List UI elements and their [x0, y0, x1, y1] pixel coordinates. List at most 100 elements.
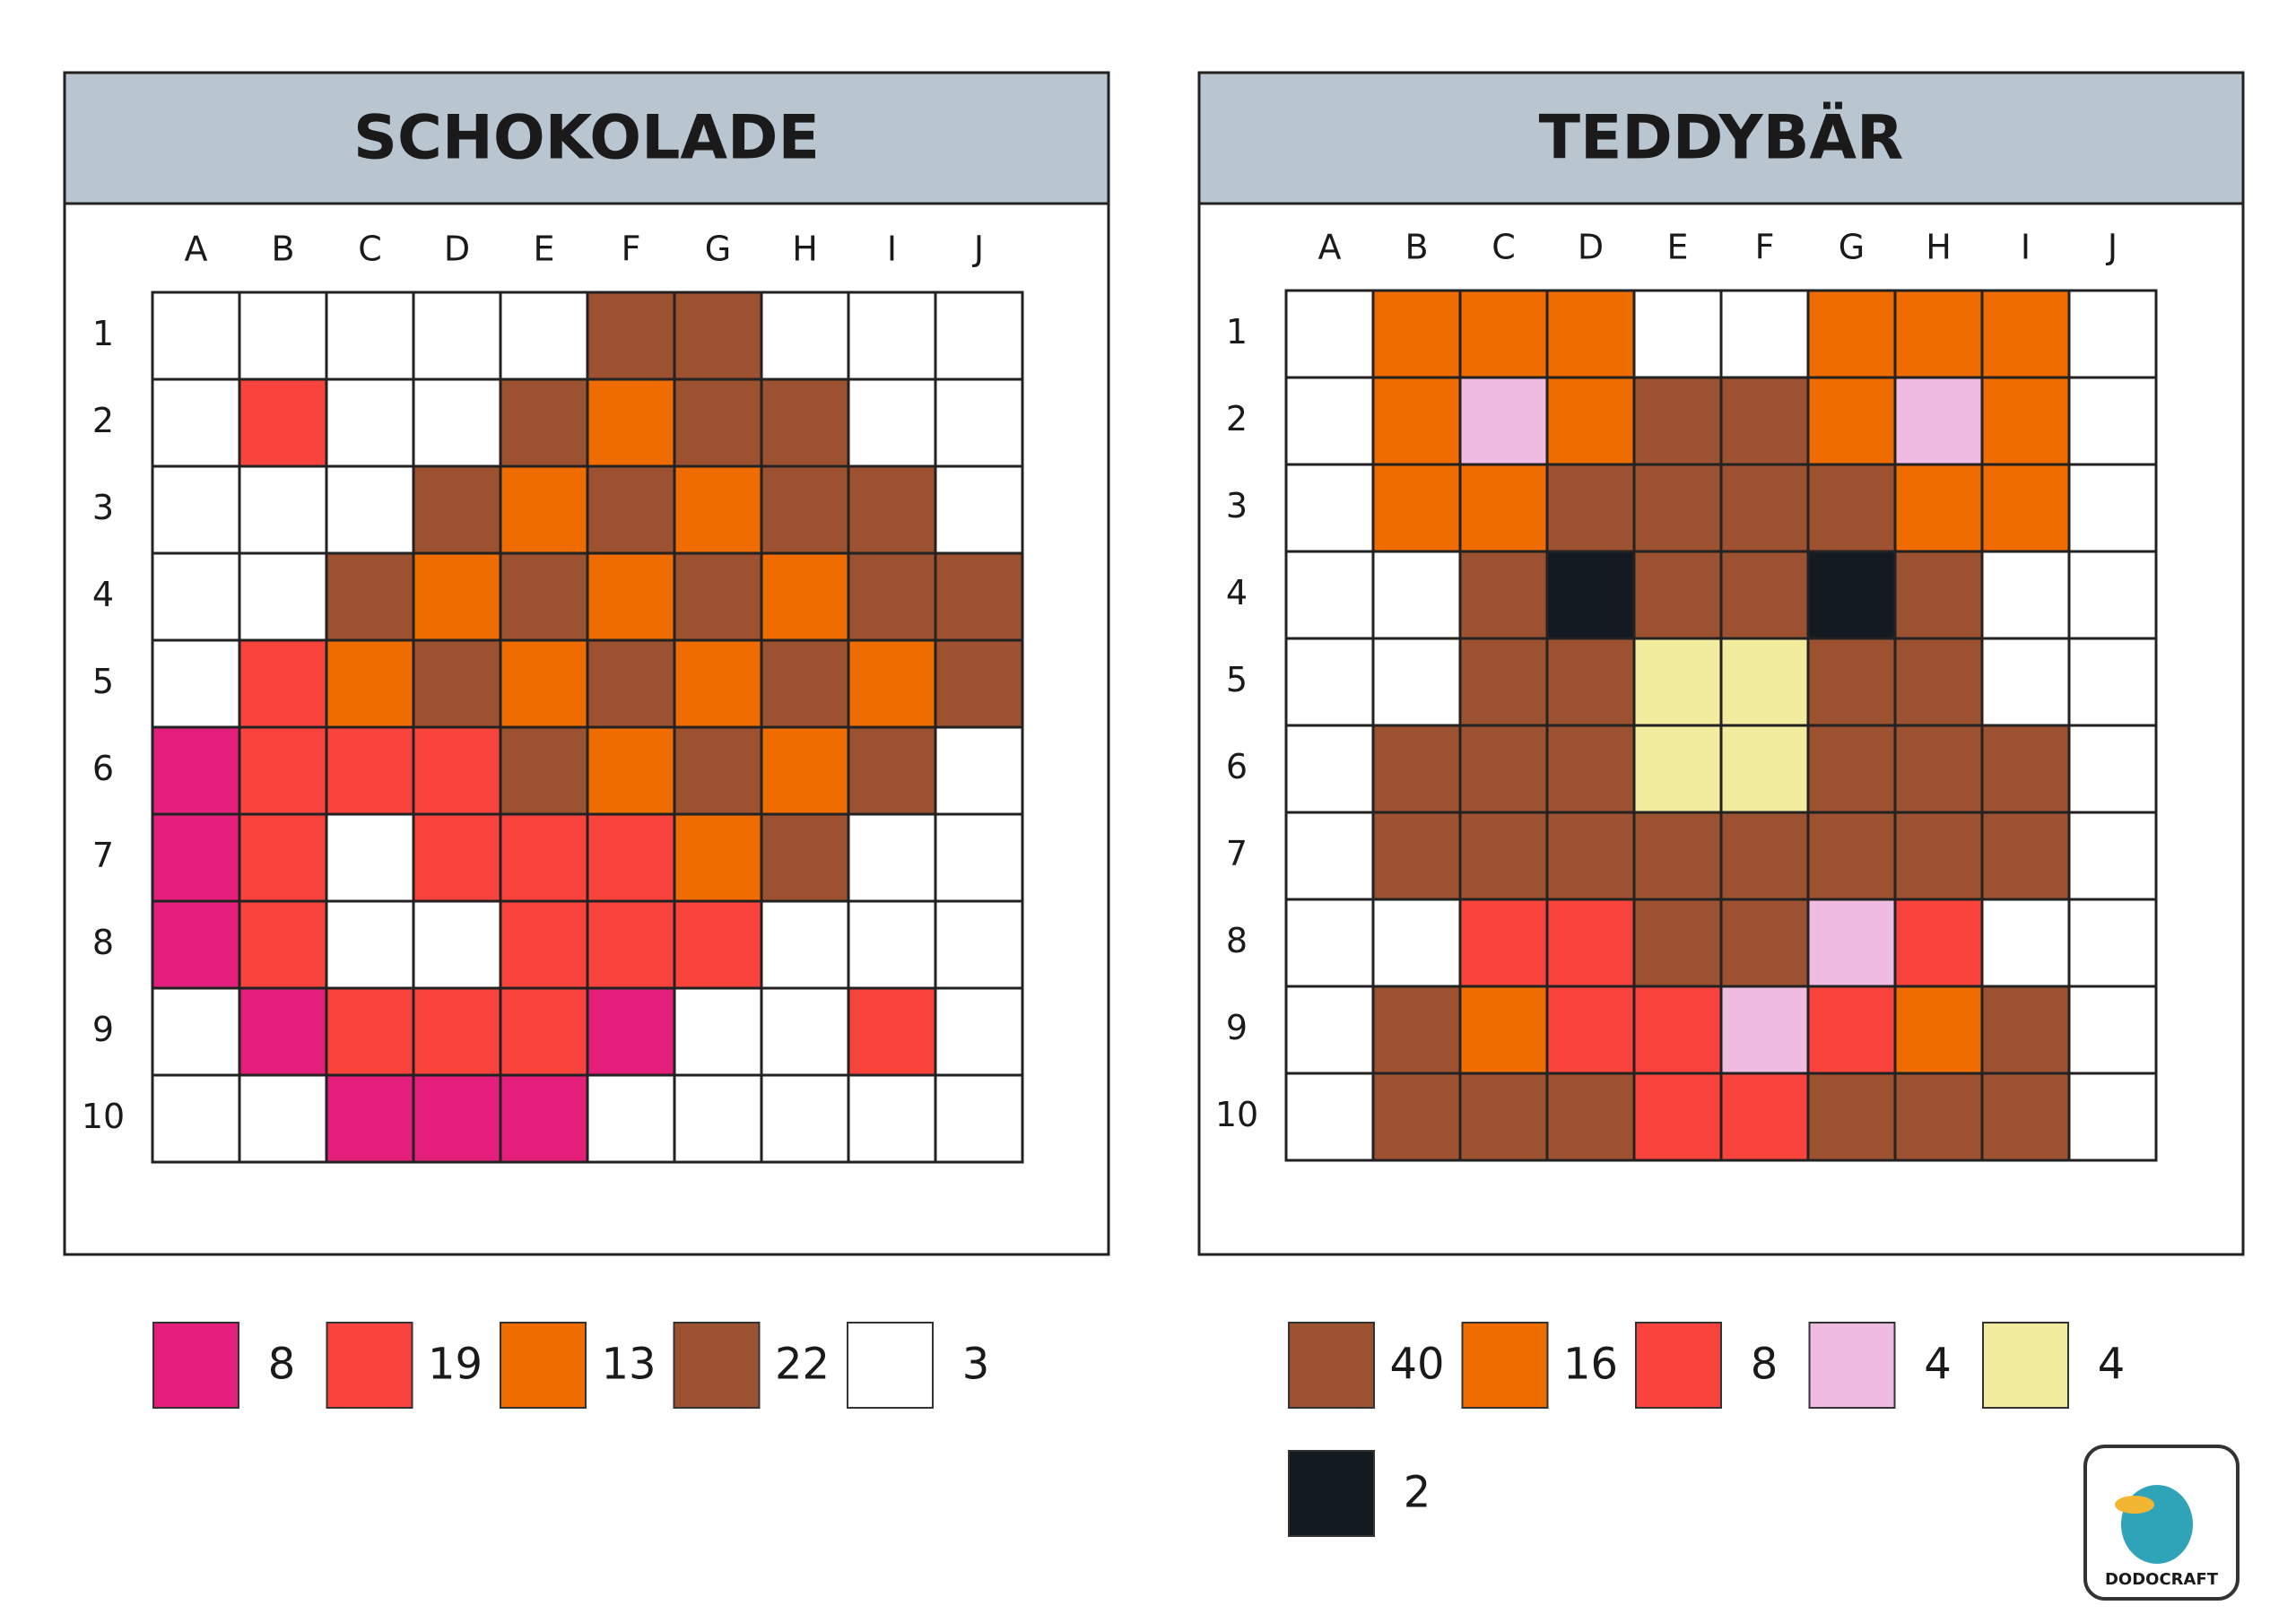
- grid-cell: [673, 725, 763, 816]
- grid-cell: [151, 551, 241, 642]
- grid-cell: [1371, 463, 1462, 553]
- grid-cell: [1284, 376, 1375, 466]
- grid-cell: [1719, 1072, 1810, 1162]
- grid-cell: [1371, 550, 1462, 640]
- grid-cell: [1371, 1072, 1462, 1162]
- grid-cell: [1980, 724, 2071, 814]
- grid-cell: [1284, 550, 1375, 640]
- grid-cell: [499, 986, 589, 1077]
- legend-swatch: [673, 1322, 761, 1409]
- row-label: 3: [1226, 486, 1248, 525]
- grid-cell: [1632, 637, 1723, 727]
- grid-cell: [1980, 811, 2071, 901]
- grid-cell: [1458, 724, 1549, 814]
- grid-cell: [325, 986, 415, 1077]
- grid-cell: [586, 1073, 676, 1164]
- grid-cell: [1719, 724, 1810, 814]
- panel-title: TEDDYBÄR: [1539, 102, 1904, 174]
- grid-cell: [934, 986, 1024, 1077]
- grid-cell: [760, 725, 850, 816]
- grid-cell: [1371, 724, 1462, 814]
- grid-cell: [760, 1073, 850, 1164]
- grid-cell: [1284, 289, 1375, 379]
- grid-cell: [760, 812, 850, 903]
- legend-swatch: [1808, 1322, 1896, 1409]
- grid-cell: [1458, 376, 1549, 466]
- column-label: D: [444, 230, 470, 269]
- column-label: A: [1318, 228, 1342, 267]
- grid-cell: [412, 1073, 502, 1164]
- grid-cell: [151, 291, 241, 381]
- legend-swatch: [500, 1322, 587, 1409]
- legend-count: 3: [962, 1340, 990, 1390]
- grid-cell: [2067, 637, 2158, 727]
- grid-cell: [2067, 724, 2158, 814]
- grid-cell: [238, 291, 328, 381]
- grid-cell: [325, 1073, 415, 1164]
- row-label: 5: [92, 662, 114, 701]
- grid-cell: [1284, 637, 1375, 727]
- grid-cell: [1980, 376, 2071, 466]
- grid-cell: [499, 464, 589, 555]
- grid-cell: [934, 464, 1024, 555]
- grid-cell: [238, 812, 328, 903]
- legend-count: 22: [775, 1340, 830, 1390]
- grid-cell: [151, 638, 241, 729]
- grid-cell: [1980, 985, 2071, 1075]
- grid-cell: [586, 986, 676, 1077]
- grid-cell: [1893, 637, 1984, 727]
- grid-cell: [151, 986, 241, 1077]
- grid-cell: [2067, 376, 2158, 466]
- grid-cell: [499, 551, 589, 642]
- column-label: E: [533, 230, 554, 269]
- row-label: 5: [1226, 660, 1248, 699]
- grid-cell: [586, 725, 676, 816]
- grid-cell: [499, 899, 589, 990]
- row-label: 6: [92, 749, 114, 788]
- grid-cell: [2067, 463, 2158, 553]
- grid-cell: [1545, 463, 1636, 553]
- grid-cell: [1458, 1072, 1549, 1162]
- grid-cell: [847, 1073, 937, 1164]
- column-label: H: [792, 230, 818, 269]
- row-label: 4: [1226, 573, 1248, 612]
- grid-cell: [847, 291, 937, 381]
- grid-cell: [1545, 724, 1636, 814]
- grid-cell: [499, 291, 589, 381]
- grid-cell: [1893, 1072, 1984, 1162]
- legend-count: 4: [1924, 1340, 1952, 1390]
- grid-cell: [586, 638, 676, 729]
- column-label: H: [1926, 228, 1952, 267]
- grid-cell: [1371, 898, 1462, 988]
- grid-cell: [1893, 289, 1984, 379]
- grid-cell: [934, 638, 1024, 729]
- grid-cell: [1806, 376, 1897, 466]
- grid-cell: [847, 986, 937, 1077]
- logo: DODOCRAFT: [2083, 1445, 2239, 1601]
- grid-cell: [673, 986, 763, 1077]
- grid-cell: [934, 725, 1024, 816]
- grid-cell: [1893, 898, 1984, 988]
- grid-cell: [760, 378, 850, 468]
- grid-cell: [1545, 289, 1636, 379]
- grid-cell: [1980, 550, 2071, 640]
- legend-count: 16: [1563, 1340, 1618, 1390]
- grid-cell: [151, 464, 241, 555]
- legend-swatch: [326, 1322, 413, 1409]
- legend-swatch: [1288, 1450, 1375, 1537]
- grid-cell: [412, 812, 502, 903]
- column-label: G: [1839, 228, 1865, 267]
- grid-cell: [1632, 724, 1723, 814]
- grid-cell: [151, 1073, 241, 1164]
- grid-cell: [1806, 550, 1897, 640]
- grid-cell: [847, 812, 937, 903]
- grid-cell: [586, 291, 676, 381]
- grid-cell: [1893, 985, 1984, 1075]
- grid-cell: [586, 812, 676, 903]
- column-label: D: [1578, 228, 1604, 267]
- grid-cell: [673, 378, 763, 468]
- grid-cell: [325, 551, 415, 642]
- grid-cell: [499, 638, 589, 729]
- logo-text: DODOCRAFT: [2105, 1570, 2219, 1589]
- grid-cell: [847, 638, 937, 729]
